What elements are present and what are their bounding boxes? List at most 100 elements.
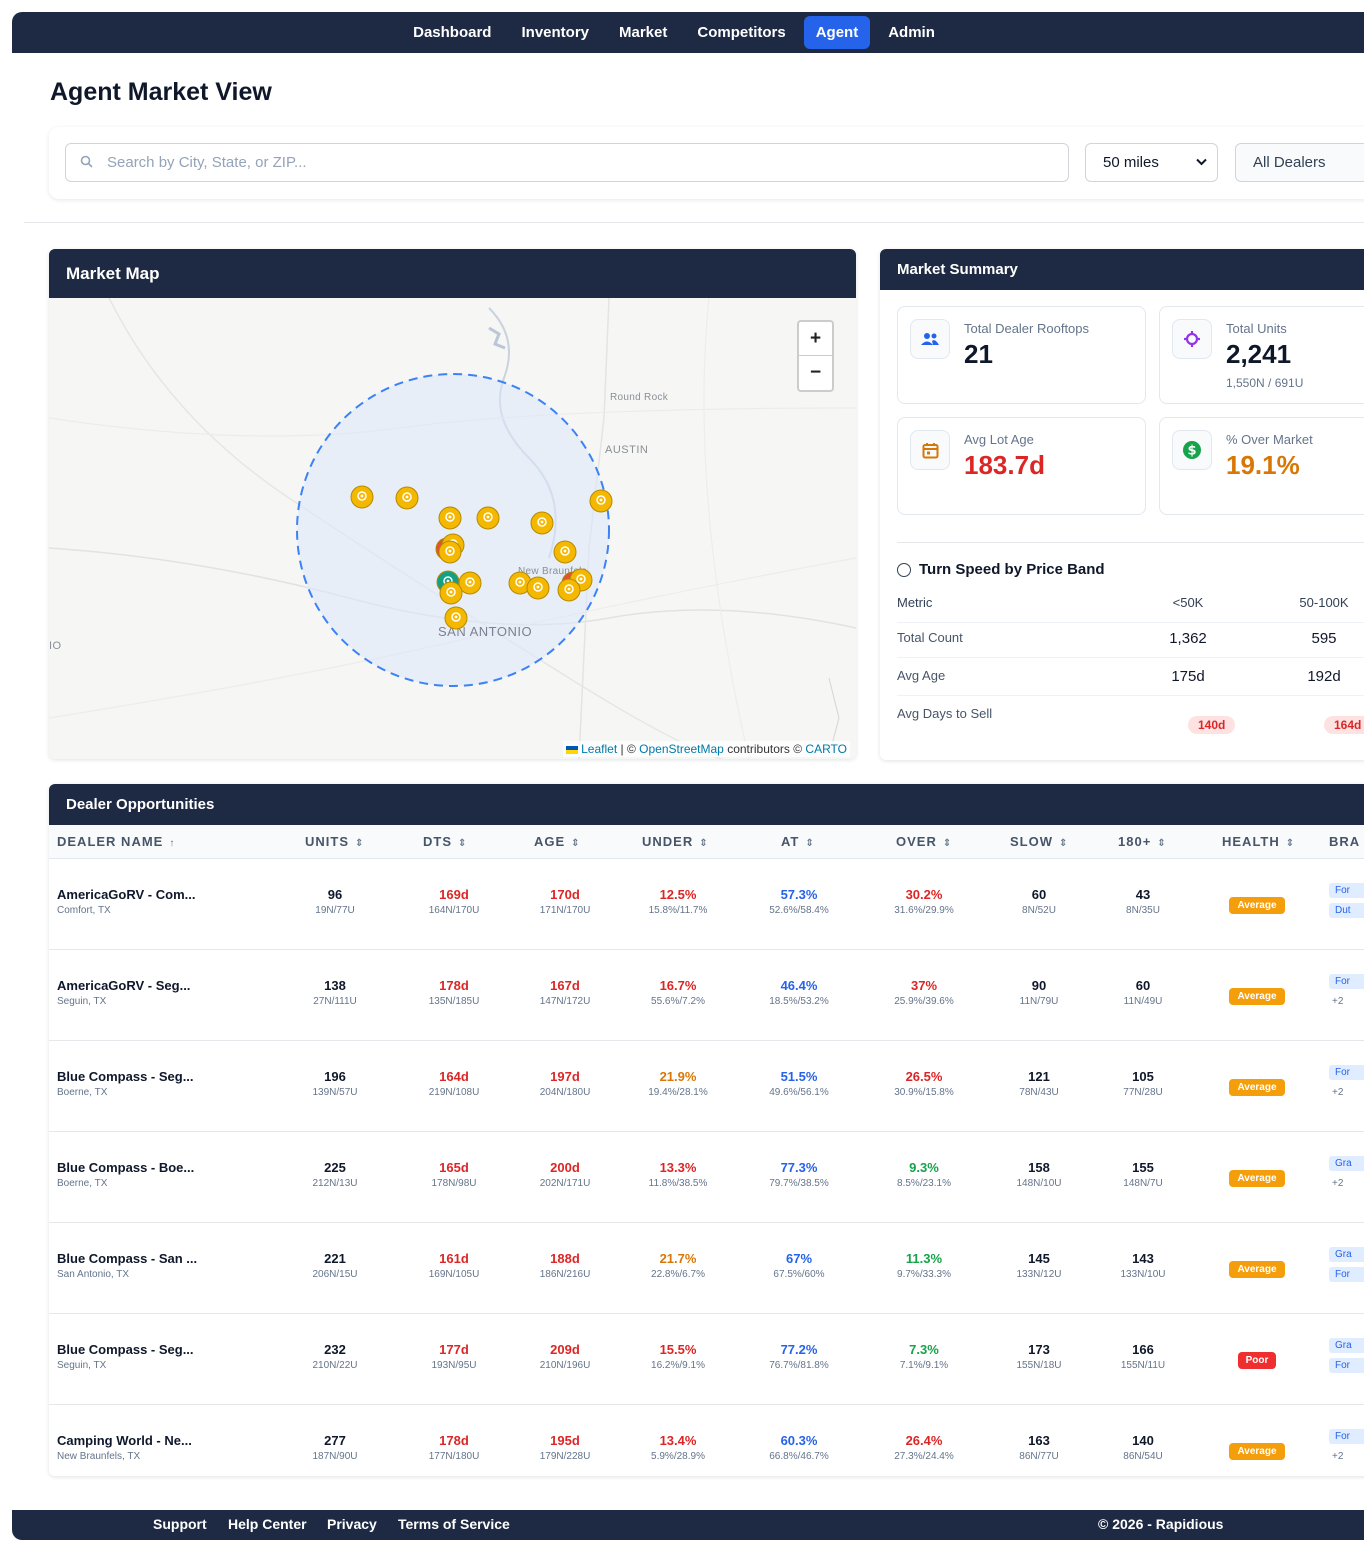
dealer-marker[interactable] — [557, 578, 581, 602]
dealer-city: Seguin, TX — [57, 996, 107, 1007]
turn-speed-label: Turn Speed by Price Band — [919, 561, 1105, 578]
dealer-name[interactable]: Blue Compass - Seg... — [57, 1069, 194, 1084]
th-under[interactable]: UNDER ⇕ — [642, 834, 709, 849]
footer-privacy-link[interactable]: Privacy — [327, 1516, 377, 1532]
table-row[interactable]: AmericaGoRV - Com... Comfort, TX 96 19N/77U… — [49, 859, 1364, 950]
dealer-name-cell: AmericaGoRV - Com... Comfort, TX — [57, 887, 195, 916]
brand-tag[interactable]: Dut — [1329, 903, 1364, 918]
zoom-out-button[interactable]: − — [809, 362, 822, 383]
table-row[interactable]: Camping World - Ne... New Braunfels, TX 27… — [49, 1405, 1364, 1476]
dealer-name[interactable]: Blue Compass - Seg... — [57, 1342, 194, 1357]
dealer-filter-select[interactable]: All Dealers — [1235, 143, 1364, 182]
cell-over-sub: 7.1%/9.1% — [899, 1360, 949, 1371]
map-label-edge: IO — [49, 640, 62, 652]
brand-tag[interactable]: For — [1329, 1429, 1364, 1444]
brand-tag[interactable]: For — [1329, 1358, 1364, 1373]
cell-slow-value: 145 — [1028, 1251, 1050, 1266]
dealer-name[interactable]: AmericaGoRV - Com... — [57, 887, 196, 902]
cell-under: 15.5% 16.2%/9.1% — [633, 1342, 723, 1371]
th-at[interactable]: AT ⇕ — [781, 834, 815, 849]
dealer-name[interactable]: Blue Compass - San ... — [57, 1251, 198, 1266]
dealer-marker[interactable] — [526, 576, 550, 600]
cell-units-value: 277 — [324, 1433, 346, 1448]
dealer-marker[interactable] — [439, 581, 463, 605]
nav-inventory[interactable]: Inventory — [521, 24, 589, 41]
brand-tag[interactable]: Gra — [1329, 1338, 1364, 1353]
dealer-name[interactable]: AmericaGoRV - Seg... — [57, 978, 191, 993]
table-row[interactable]: AmericaGoRV - Seg... Seguin, TX 138 27N/111… — [49, 950, 1364, 1041]
cell-over-sub: 31.6%/29.9% — [894, 905, 954, 916]
th-brands[interactable]: BRA — [1329, 834, 1361, 849]
dealer-marker[interactable] — [395, 486, 419, 510]
leaflet-link[interactable]: Leaflet — [581, 742, 618, 756]
brand-tag[interactable]: For — [1329, 1267, 1364, 1282]
th-over[interactable]: OVER ⇕ — [896, 834, 953, 849]
table-row[interactable]: Blue Compass - Seg... Boerne, TX 196 139N/5… — [49, 1041, 1364, 1132]
row-metric: Total Count — [897, 630, 963, 645]
nav-competitors[interactable]: Competitors — [697, 24, 786, 41]
footer-terms-link[interactable]: Terms of Service — [398, 1516, 510, 1532]
nav-agent[interactable]: Agent — [803, 16, 871, 49]
dealer-marker[interactable] — [508, 571, 532, 595]
brand-tag[interactable]: +2 — [1332, 1451, 1344, 1462]
cell-under-value: 15.5% — [659, 1342, 697, 1357]
sort-icon: ⇕ — [805, 838, 815, 849]
th-age[interactable]: AGE ⇕ — [534, 834, 581, 849]
table-row[interactable]: Blue Compass - Boe... Boerne, TX 225 212N/1… — [49, 1132, 1364, 1223]
dealer-marker[interactable] — [438, 506, 462, 530]
dealer-name[interactable]: Camping World - Ne... — [57, 1433, 192, 1448]
cell-health: Poor — [1222, 1350, 1292, 1369]
cell-over: 9.3% 8.5%/23.1% — [879, 1160, 969, 1189]
brand-tag[interactable]: For — [1329, 1065, 1364, 1080]
cell-units-sub: 187N/90U — [312, 1451, 358, 1462]
cell-over-value: 37% — [910, 978, 938, 993]
dealer-marker[interactable] — [476, 506, 500, 530]
cell-slow: 145 133N/12U — [1011, 1251, 1067, 1280]
osm-link[interactable]: OpenStreetMap — [639, 742, 724, 756]
brand-tag[interactable]: For — [1329, 883, 1364, 898]
table-row[interactable]: Blue Compass - Seg... Seguin, TX 232 210N/2… — [49, 1314, 1364, 1405]
nav-admin[interactable]: Admin — [888, 24, 935, 41]
zoom-in-button[interactable]: + — [799, 322, 832, 356]
dealer-marker[interactable] — [350, 485, 374, 509]
brand-tag[interactable]: +2 — [1332, 1087, 1344, 1098]
brand-tag[interactable]: Gra — [1329, 1247, 1364, 1262]
brand-tag[interactable]: For — [1329, 974, 1364, 989]
dealer-marker[interactable] — [553, 540, 577, 564]
cell-s180-value: 166 — [1132, 1342, 1154, 1357]
brand-tag[interactable]: +2 — [1332, 996, 1344, 1007]
dealer-marker[interactable] — [444, 606, 468, 630]
th-health[interactable]: HEALTH ⇕ — [1222, 834, 1296, 849]
footer-support-link[interactable]: Support — [153, 1516, 207, 1532]
cell-slow: 173 155N/18U — [1011, 1342, 1067, 1371]
nav-market[interactable]: Market — [619, 24, 668, 41]
th-units[interactable]: UNITS ⇕ — [305, 834, 365, 849]
brand-tag[interactable]: +2 — [1332, 1178, 1344, 1189]
dealer-name[interactable]: Blue Compass - Boe... — [57, 1160, 195, 1175]
carto-link[interactable]: CARTO — [805, 742, 847, 756]
footer-help-link[interactable]: Help Center — [228, 1516, 307, 1532]
dealer-marker[interactable] — [458, 571, 482, 595]
search-box[interactable] — [65, 143, 1069, 182]
dealer-marker[interactable] — [438, 540, 462, 564]
search-input[interactable] — [107, 154, 1007, 171]
cell-units-value: 225 — [324, 1160, 346, 1175]
th-dts[interactable]: DTS ⇕ — [423, 834, 468, 849]
th-slow[interactable]: SLOW ⇕ — [1010, 834, 1069, 849]
dealer-city: San Antonio, TX — [57, 1269, 130, 1280]
th-dealer-name[interactable]: DEALER NAME ↑ — [57, 834, 176, 849]
dealer-marker[interactable] — [589, 489, 613, 513]
nav-dashboard[interactable]: Dashboard — [413, 24, 492, 41]
table-row[interactable]: Blue Compass - San ... San Antonio, TX 221… — [49, 1223, 1364, 1314]
map-canvas[interactable]: Round Rock AUSTIN New Braunfels SAN ANTO… — [49, 298, 856, 759]
dealer-marker[interactable] — [530, 511, 554, 535]
radius-select[interactable]: 50 miles — [1085, 143, 1218, 182]
th-180-plus[interactable]: 180+ ⇕ — [1118, 834, 1167, 849]
summary-divider — [897, 542, 1364, 543]
brand-tag[interactable]: Gra — [1329, 1156, 1364, 1171]
cell-units-value: 221 — [324, 1251, 346, 1266]
col-metric: Metric — [897, 595, 933, 610]
attribution-sep: | © — [620, 742, 636, 756]
health-badge: Average — [1229, 1079, 1285, 1096]
cell-units: 225 212N/13U — [307, 1160, 363, 1189]
